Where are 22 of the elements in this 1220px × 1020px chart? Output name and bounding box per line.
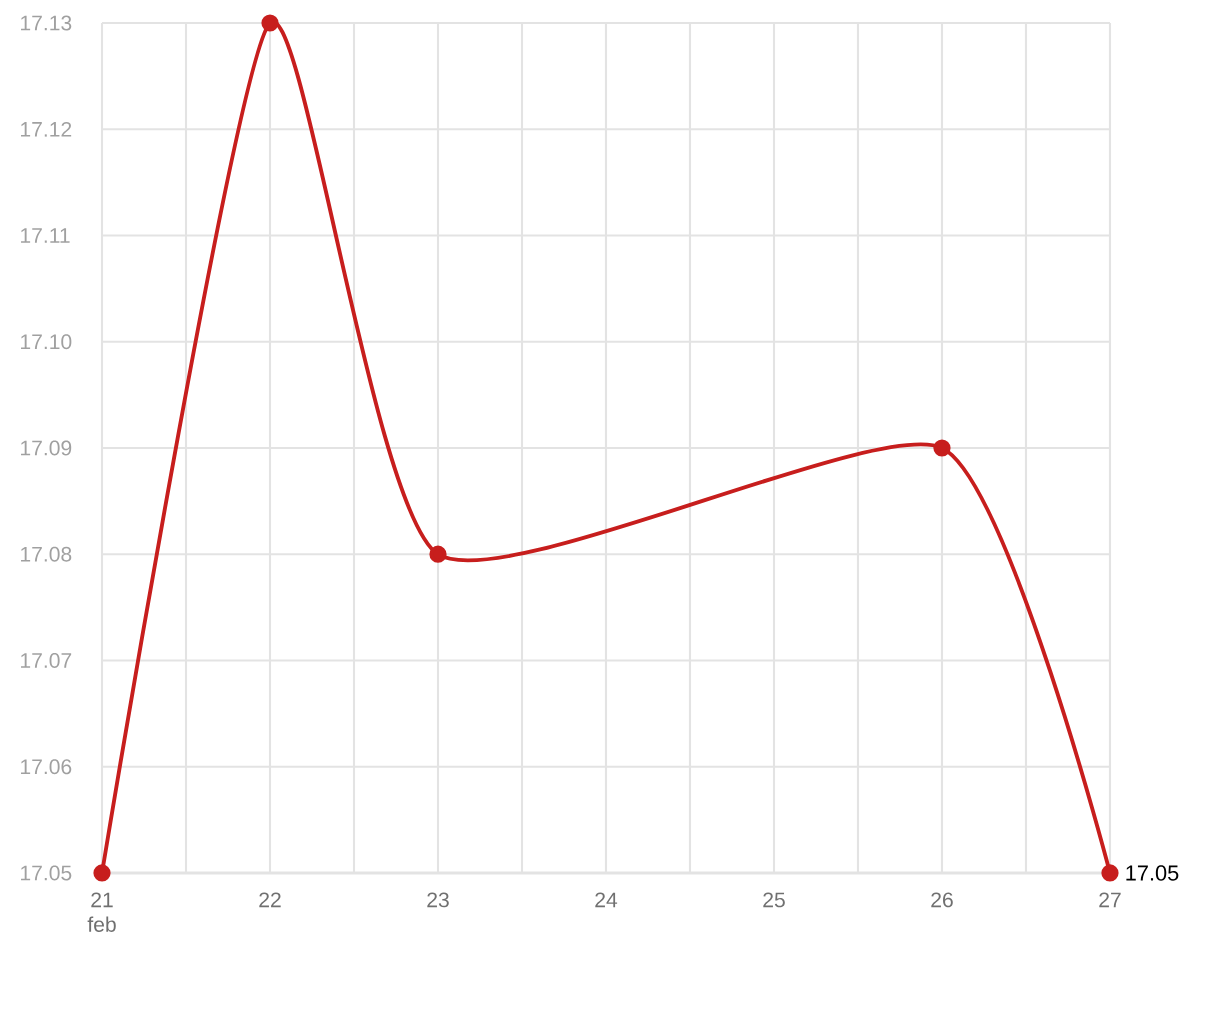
point	[93, 864, 111, 882]
data-label: 17.05	[1126, 865, 1179, 881]
point	[1101, 864, 1119, 882]
y-tick-label: 17.09	[21, 440, 72, 456]
y-tick-label: 17.05	[21, 865, 72, 881]
x-tick-label: 27	[1099, 892, 1121, 908]
x-tick-label: 26	[931, 892, 953, 908]
y-tick-label: 17.13	[21, 15, 72, 31]
y-tick-label: 17.08	[21, 546, 72, 562]
point	[933, 439, 951, 457]
x-tick-label: 21 feb	[87, 892, 116, 932]
x-tick-label: 22	[259, 892, 281, 908]
point	[429, 545, 447, 563]
y-tick-label: 17.11	[21, 228, 70, 243]
y-tick-label: 17.12	[21, 121, 72, 137]
y-tick-label: 17.06	[21, 759, 72, 775]
point	[261, 14, 279, 32]
x-tick-label: 24	[595, 892, 618, 908]
x-tick-label: 25	[763, 892, 785, 908]
y-tick-label: 17.07	[21, 653, 72, 668]
y-tick-label: 17.10	[21, 334, 72, 350]
x-tick-label: 23	[427, 892, 449, 908]
